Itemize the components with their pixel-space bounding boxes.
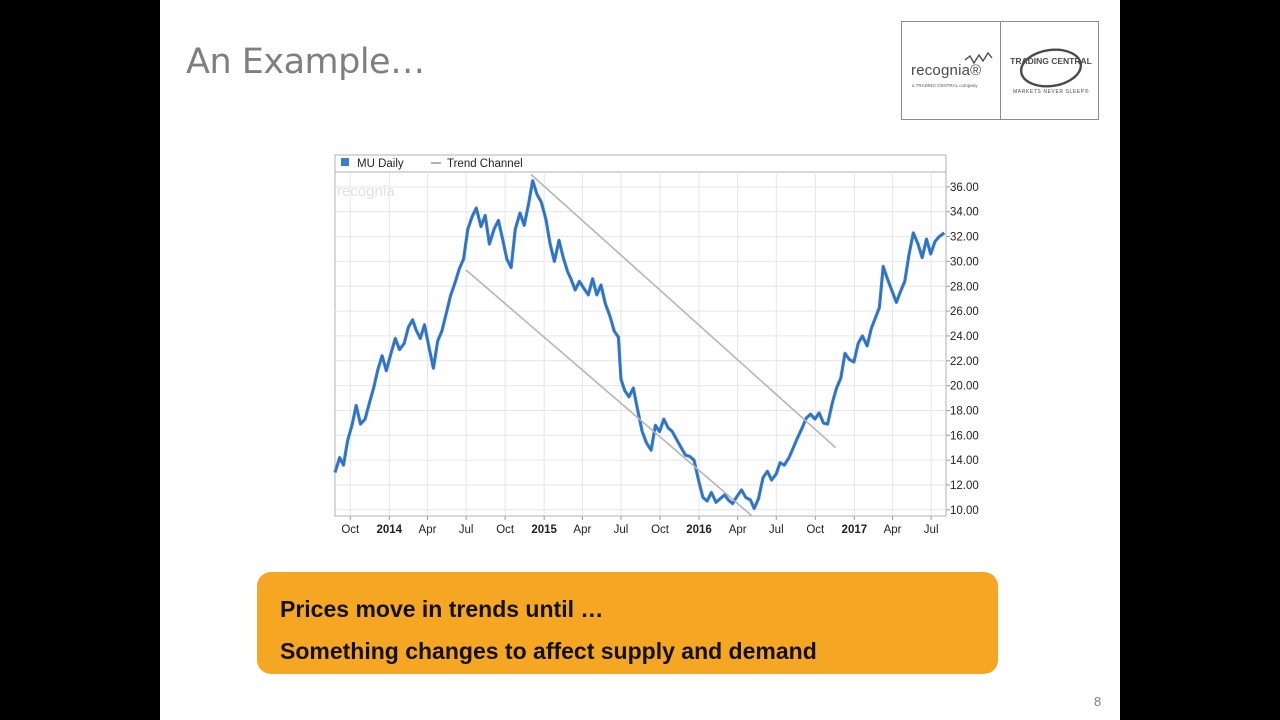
- x-tick-label: 2014: [377, 524, 403, 536]
- trading-central-ring-icon: [1019, 48, 1083, 88]
- y-tick-label: 16.00: [950, 430, 979, 442]
- y-tick-label: 22.00: [950, 356, 979, 368]
- trading-central-wordmark: TRADING CENTRAL: [1010, 56, 1092, 66]
- trend-channel-line-lower: [465, 269, 753, 517]
- legend-swatch-mu-daily: [341, 158, 349, 166]
- x-tick-label: Oct: [496, 524, 515, 536]
- x-tick-label: 2016: [686, 524, 712, 536]
- callout-line-1: Prices move in trends until …: [280, 596, 604, 622]
- y-tick-label: 20.00: [950, 381, 979, 393]
- y-tick-label: 34.00: [950, 207, 979, 219]
- x-tick-label: Apr: [729, 524, 747, 536]
- trading-central-tagline: MARKETS NEVER SLEEP®: [1013, 89, 1089, 95]
- x-tick-label: Apr: [884, 524, 902, 536]
- recognia-wave-icon: [964, 52, 993, 65]
- legend-label-trend-channel: Trend Channel: [447, 158, 523, 170]
- recognia-wordmark: recognia®: [911, 62, 982, 79]
- y-tick-label: 24.00: [950, 331, 979, 343]
- y-tick-label: 26.00: [950, 306, 979, 318]
- x-tick-label: Oct: [806, 524, 825, 536]
- x-tick-label: Oct: [341, 524, 360, 536]
- x-tick-label: Jul: [769, 524, 784, 536]
- x-tick-label: Jul: [614, 524, 629, 536]
- x-tick-label: Apr: [419, 524, 437, 536]
- y-tick-label: 14.00: [950, 455, 979, 467]
- x-tick-label: 2017: [842, 524, 868, 536]
- page-number: 8: [1094, 694, 1102, 709]
- y-tick-label: 32.00: [950, 232, 979, 244]
- callout-box: Prices move in trends until … Something …: [257, 572, 998, 674]
- mu-daily-series-core: [334, 180, 945, 509]
- legend-label-mu-daily: MU Daily: [357, 158, 404, 170]
- x-tick-label: Oct: [651, 524, 670, 536]
- x-tick-label: Jul: [459, 524, 474, 536]
- y-tick-label: 28.00: [950, 281, 979, 293]
- y-tick-label: 18.00: [950, 405, 979, 417]
- y-tick-label: 36.00: [950, 182, 979, 194]
- y-tick-label: 10.00: [950, 505, 979, 517]
- logo-divider: [1000, 22, 1001, 119]
- x-tick-label: 2015: [531, 524, 557, 536]
- x-tick-label: Jul: [924, 524, 939, 536]
- recognia-subtitle: a TRADING CENTRAL company: [912, 83, 978, 88]
- partner-logos: recognia® a TRADING CENTRAL company TRAD…: [901, 21, 1099, 120]
- price-chart: 10.00 12.00 14.00 16.00 18.00 20.00 22.00 24.00…: [333, 154, 979, 536]
- y-tick-label: 30.00: [950, 256, 979, 268]
- slide: An Example… recognia® a TRADING CENTRAL …: [160, 0, 1120, 720]
- chart-watermark: recognia: [337, 183, 395, 200]
- slide-title: An Example…: [186, 42, 425, 82]
- trend-channel-line-upper: [530, 173, 837, 449]
- x-tick-label: Apr: [573, 524, 591, 536]
- callout-line-2: Something changes to affect supply and d…: [280, 638, 817, 664]
- y-tick-label: 12.00: [950, 480, 979, 492]
